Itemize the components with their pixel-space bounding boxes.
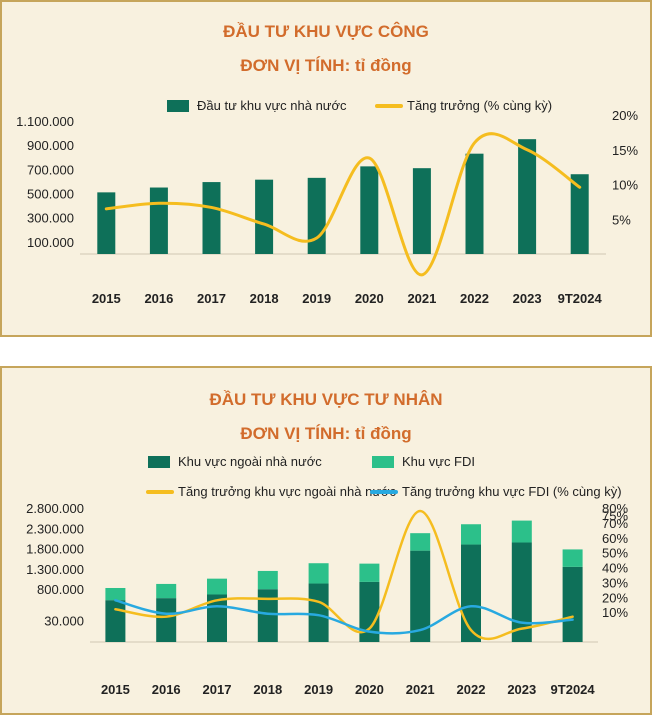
bar-0-4 bbox=[308, 178, 326, 254]
y-tick-label: 1.100.000 bbox=[16, 114, 74, 129]
bar-1-9 bbox=[563, 549, 583, 566]
x-tick-label: 2020 bbox=[355, 682, 384, 697]
bar-0-6 bbox=[413, 168, 431, 254]
chart-subtitle: ĐƠN VỊ TÍNH: tỉ đồng bbox=[2, 424, 650, 444]
y-tick-label: 900.000 bbox=[27, 138, 74, 153]
x-tick-label: 2016 bbox=[152, 682, 181, 697]
x-tick-label: 2019 bbox=[304, 682, 333, 697]
bar-0-7 bbox=[461, 545, 481, 642]
legend-label: Khu vực FDI bbox=[402, 454, 475, 469]
bar-0-0 bbox=[97, 192, 115, 254]
x-tick-label: 2018 bbox=[250, 291, 279, 306]
bar-1-2 bbox=[207, 579, 227, 595]
legend-label: Tăng trưởng khu vực ngoài nhà nước bbox=[178, 484, 397, 499]
y2-tick-label: 60% bbox=[602, 531, 628, 546]
bar-0-3 bbox=[255, 180, 273, 254]
bar-0-9 bbox=[563, 567, 583, 642]
y2-tick-label: 80% bbox=[602, 501, 628, 516]
bar-0-1 bbox=[156, 598, 176, 642]
private-investment-chart: 30.000 800.000 1.300.000 1.800.000 2.300.000… bbox=[2, 368, 654, 717]
legend-swatch bbox=[148, 456, 170, 468]
public-investment-panel: 100.000 300.000 500.000 700.000 900.000 1.100… bbox=[0, 0, 652, 337]
x-tick-label: 2018 bbox=[253, 682, 282, 697]
x-tick-label: 2016 bbox=[144, 291, 173, 306]
chart-subtitle: ĐƠN VỊ TÍNH: tỉ đồng bbox=[2, 56, 650, 76]
x-tick-label: 2015 bbox=[101, 682, 130, 697]
y-tick-label: 100.000 bbox=[27, 235, 74, 250]
series-line-3 bbox=[115, 600, 572, 633]
bar-0-5 bbox=[360, 166, 378, 254]
x-tick-label: 2021 bbox=[406, 682, 435, 697]
chart-title: ĐẦU TƯ KHU VỰC CÔNG bbox=[2, 22, 650, 42]
y2-tick-label: 5% bbox=[612, 212, 631, 227]
bar-1-1 bbox=[156, 584, 176, 598]
y-tick-label: 1.800.000 bbox=[26, 542, 84, 557]
bar-0-1 bbox=[150, 188, 168, 254]
public-investment-chart: 100.000 300.000 500.000 700.000 900.000 1.100… bbox=[2, 2, 654, 339]
y2-tick-label: 10% bbox=[602, 605, 628, 620]
y-tick-label: 30.000 bbox=[44, 613, 84, 628]
y2-tick-label: 15% bbox=[612, 143, 638, 158]
legend-label: Khu vực ngoài nhà nước bbox=[178, 454, 322, 469]
x-tick-label: 2019 bbox=[302, 291, 331, 306]
private-investment-panel: 30.000 800.000 1.300.000 1.800.000 2.300.000… bbox=[0, 366, 652, 715]
y-tick-label: 1.300.000 bbox=[26, 562, 84, 577]
bar-0-8 bbox=[518, 139, 536, 254]
legend-label: Tăng trưởng (% cùng kỳ) bbox=[407, 98, 552, 113]
y-tick-label: 800.000 bbox=[37, 582, 84, 597]
y-tick-label: 500.000 bbox=[27, 187, 74, 202]
bar-0-4 bbox=[309, 584, 329, 642]
y2-tick-label: 50% bbox=[602, 546, 628, 561]
x-tick-label: 9T2024 bbox=[558, 291, 603, 306]
series-line-2 bbox=[115, 511, 572, 639]
y-tick-label: 2.800.000 bbox=[26, 501, 84, 516]
x-tick-label: 2022 bbox=[457, 682, 486, 697]
bar-1-6 bbox=[410, 533, 430, 550]
x-tick-label: 2022 bbox=[460, 291, 489, 306]
bar-1-8 bbox=[512, 521, 532, 543]
y-tick-label: 300.000 bbox=[27, 211, 74, 226]
legend-label: Tăng trưởng khu vực FDI (% cùng kỳ) bbox=[402, 484, 622, 499]
y2-tick-label: 20% bbox=[602, 590, 628, 605]
x-tick-label: 2020 bbox=[355, 291, 384, 306]
legend-swatch bbox=[167, 100, 189, 112]
bar-0-3 bbox=[258, 589, 278, 642]
x-tick-label: 2021 bbox=[407, 291, 436, 306]
bar-1-0 bbox=[105, 588, 125, 600]
bar-1-7 bbox=[461, 524, 481, 544]
chart-title: ĐẦU TƯ KHU VỰC TƯ NHÂN bbox=[2, 390, 650, 410]
y2-tick-label: 40% bbox=[602, 561, 628, 576]
x-tick-label: 9T2024 bbox=[551, 682, 596, 697]
y-tick-label: 2.300.000 bbox=[26, 521, 84, 536]
bar-1-3 bbox=[258, 571, 278, 589]
x-tick-label: 2017 bbox=[203, 682, 232, 697]
bar-0-2 bbox=[203, 182, 221, 254]
x-tick-label: 2015 bbox=[92, 291, 121, 306]
y-tick-label: 700.000 bbox=[27, 162, 74, 177]
y2-tick-label: 20% bbox=[612, 108, 638, 123]
x-tick-label: 2023 bbox=[513, 291, 542, 306]
y2-tick-label: 10% bbox=[612, 178, 638, 193]
legend-swatch bbox=[372, 456, 394, 468]
legend-label: Đầu tư khu vực nhà nước bbox=[197, 98, 347, 113]
bar-0-0 bbox=[105, 600, 125, 642]
bar-0-7 bbox=[466, 154, 484, 254]
bar-1-5 bbox=[359, 564, 379, 582]
bar-1-4 bbox=[309, 563, 329, 583]
x-tick-label: 2023 bbox=[507, 682, 536, 697]
y2-tick-label: 30% bbox=[602, 575, 628, 590]
x-tick-label: 2017 bbox=[197, 291, 226, 306]
